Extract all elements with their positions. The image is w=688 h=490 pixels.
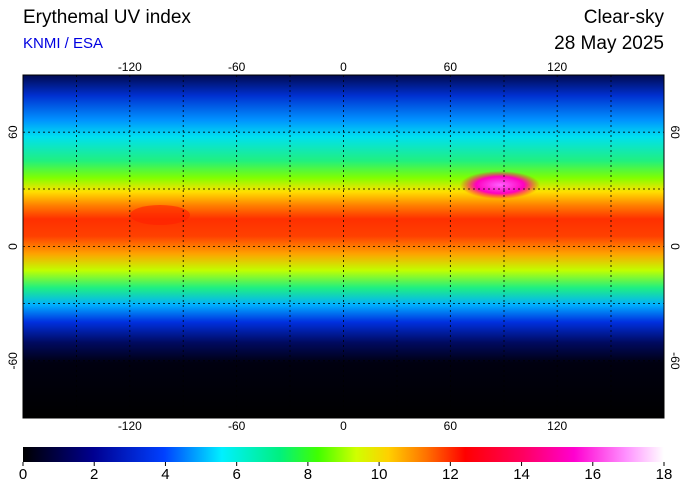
high-uv-region [130,205,190,225]
source: KNMI / ESA [23,35,103,52]
colorbar-label: 16 [584,466,601,483]
lon-label-bottom: -120 [118,419,142,433]
lat-label-right: 0 [668,243,682,250]
high-uv-region [460,171,540,199]
colorbar-label: 14 [513,466,530,483]
lat-label-right: 60 [668,125,682,139]
lon-label-top: -120 [118,60,142,74]
lon-label-top: 60 [444,60,458,74]
lon-label-top: 120 [547,60,567,74]
colorbar-label: 8 [304,466,312,483]
lon-label-top: -60 [228,60,246,74]
colorbar [23,447,664,462]
colorbar-label: 2 [90,466,98,483]
colorbar-label: 18 [656,466,673,483]
colorbar-label: 4 [161,466,169,483]
colorbar-label: 10 [371,466,388,483]
map-frame [22,74,665,419]
colorbar-label: 6 [232,466,240,483]
lon-label-bottom: 120 [547,419,567,433]
condition: Clear-sky [584,7,665,28]
lon-label-bottom: 0 [340,419,347,433]
colorbar-label: 0 [19,466,27,483]
lon-label-bottom: -60 [228,419,246,433]
lat-label-left: -60 [6,352,20,370]
lon-label-bottom: 60 [444,419,458,433]
colorbar-label: 12 [442,466,459,483]
lon-label-top: 0 [340,60,347,74]
date: 28 May 2025 [554,33,664,54]
lat-label-left: 0 [6,243,20,250]
lat-label-left: 60 [6,125,20,139]
title: Erythemal UV index [23,7,191,28]
lat-label-right: -60 [668,352,682,370]
